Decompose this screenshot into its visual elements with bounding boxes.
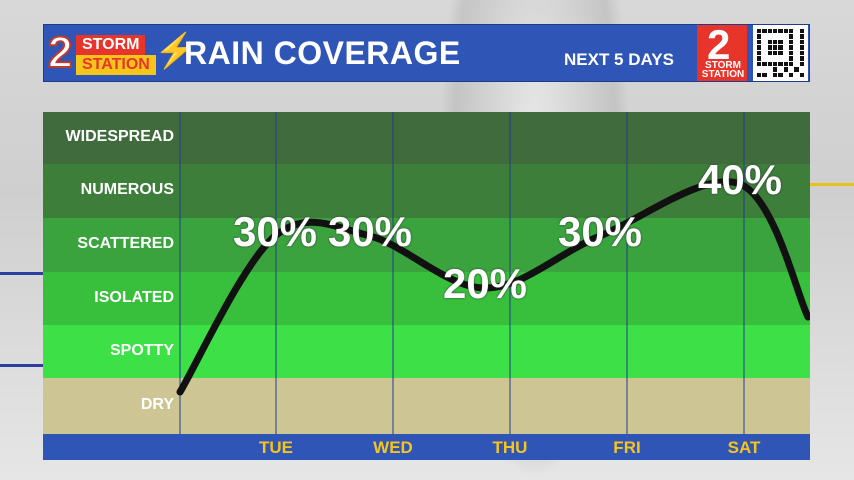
logo-number: 2 [47,28,74,78]
tick-label-thu: THU [492,438,528,457]
storm-station-logo: 2 STORM STATION ⚡ [46,28,196,78]
lightning-bolt-icon: ⚡ [154,32,197,70]
chart-bands [43,112,810,434]
band-label-dry: DRY [140,396,174,413]
qr-code-icon [753,25,808,81]
band-label-isolated: ISOLATED [94,288,174,306]
tick-label-fri: FRI [613,438,641,457]
value-label-sat: 40% [697,156,783,203]
band-isolated [43,272,810,325]
value-label-wed: 30% [327,208,413,255]
value-labels: 30% 30% 20% 30% 40% [43,112,810,434]
band-widespread [43,112,810,164]
band-spotty [43,325,810,378]
logo-station-text: STATION [76,55,156,75]
value-label-tue: 30% [232,208,318,255]
page-title: RAIN COVERAGE [184,35,461,71]
tick-label-wed: WED [373,438,413,457]
band-dry [43,378,810,434]
header-bar: 2 STORM STATION ⚡ RAIN COVERAGE NEXT 5 D… [43,21,810,82]
value-label-thu: 20% [442,260,528,307]
band-label-scattered: SCATTERED [77,235,174,252]
tick-label-tue: TUE [259,438,293,457]
band-label-spotty: SPOTTY [109,341,174,359]
coverage-line [176,178,810,396]
value-label-fri: 30% [557,208,643,255]
forecast-range-label: NEXT 5 DAYS [564,50,674,69]
station-logo-small: 2 STORM STATION [697,21,747,81]
tick-label-sat: SAT [727,438,761,457]
rain-coverage-chart: WIDESPREAD NUMEROUS SCATTERED ISOLATED SPOTT… [43,112,810,460]
band-label-column: WIDESPREAD NUMEROUS SCATTERED ISOLATED SPOTT… [43,112,180,434]
band-label-widespread: WIDESPREAD [65,128,174,145]
logo-storm-text: STORM [76,35,146,55]
band-label-numerous: NUMEROUS [80,181,174,198]
small-logo-text: STORM STATION [701,60,745,80]
small-logo-number: 2 [707,21,731,68]
x-axis: TUE WED THU FRI SAT [43,434,810,460]
